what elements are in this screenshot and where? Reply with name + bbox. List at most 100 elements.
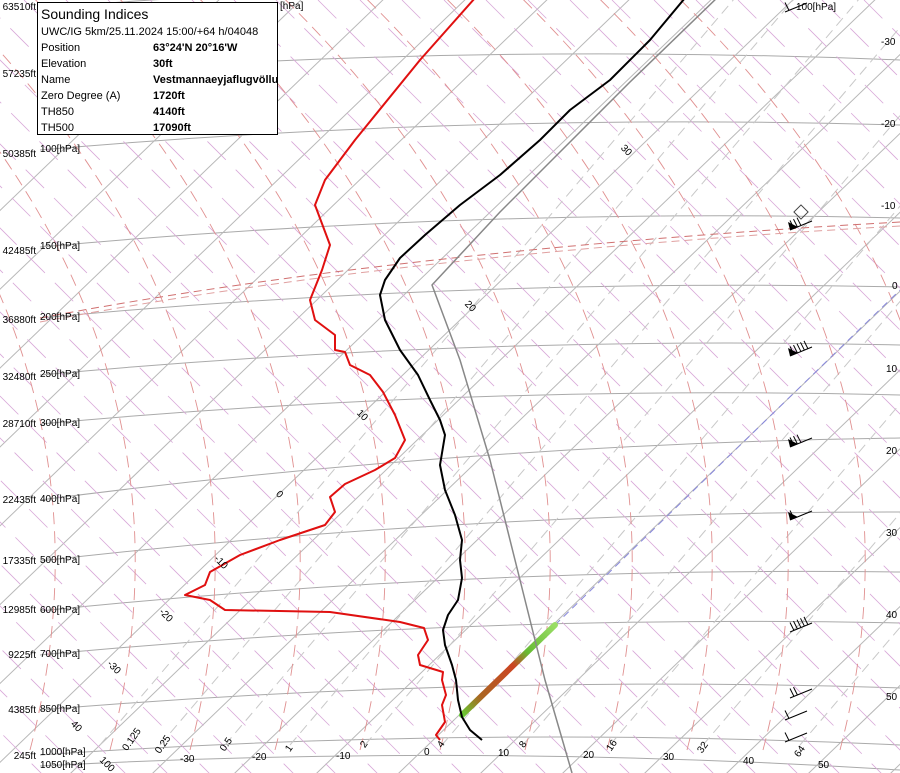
pressure-label: 1000[hPa] <box>40 747 86 758</box>
isotherm-line <box>808 684 900 773</box>
wind-barb-tick-icon <box>784 732 790 741</box>
dry-adiabat-line <box>0 227 546 773</box>
isotherm-label: 0 <box>892 281 898 292</box>
wind-barb-tick-icon <box>789 688 795 697</box>
pressure-label: 100[hPa] <box>40 144 81 155</box>
moist-adiabat-line <box>599 0 866 751</box>
altitude-label: 36880ft <box>2 315 36 326</box>
dry-adiabat-line <box>401 0 900 499</box>
info-key: Position <box>41 42 81 54</box>
isotherm-line <box>562 448 900 773</box>
isotherm-line <box>234 132 900 773</box>
dry-adiabat-line <box>275 0 900 625</box>
isobar-line <box>39 437 900 501</box>
altitude-label: 57235ft <box>2 69 36 80</box>
dry-adiabat-line <box>779 0 900 121</box>
dry-adiabat-line <box>653 0 900 247</box>
pressure-label: 600[hPa] <box>40 605 81 616</box>
info-key: Elevation <box>41 58 87 70</box>
temperature-curve <box>184 0 475 741</box>
isotherm-label: 30 <box>663 752 675 763</box>
altitude-label: 22435ft <box>2 495 36 506</box>
wind-barb-tick-icon <box>789 346 795 355</box>
dry-adiabat-line <box>863 0 900 37</box>
isotherm-label: 40 <box>743 756 755 767</box>
wind-barb-tick-icon <box>789 510 795 519</box>
info-row-elevation: Elevation 30ft <box>38 56 277 72</box>
wind-barb-tick-icon <box>793 218 798 228</box>
isotherm-label: 20 <box>583 750 595 761</box>
isobar-line <box>39 284 900 319</box>
isotherm-line <box>152 53 900 773</box>
dry-adiabat-line <box>0 353 420 773</box>
tropopause-line <box>39 225 900 323</box>
isotherm-label: -30 <box>180 754 195 765</box>
mixing-ratio-line <box>159 0 794 746</box>
isotherm-label: 30 <box>886 528 898 539</box>
isotherm-label: -30 <box>881 37 896 48</box>
moist-adiabat-line <box>446 0 713 751</box>
moist-adiabat-line <box>0 294 56 751</box>
mixing-ratio-line <box>224 0 859 746</box>
info-row-position: Position 63°24'N 20°16'W <box>38 40 277 56</box>
station-marker-icon <box>793 204 809 220</box>
model-run-text: UWC/IG 5km/25.11.2024 15:00/+64 h/04048 <box>41 26 259 38</box>
dry-adiabat-line <box>0 647 126 773</box>
dry-adiabat-line <box>485 0 900 415</box>
pressure-label: 700[hPa] <box>40 649 81 660</box>
isobar-line <box>39 511 900 562</box>
isotherm-label: -10 <box>881 201 896 212</box>
info-row-name: Name Vestmannaeyjaflugvöllur <box>38 72 277 88</box>
dry-adiabat-line <box>0 101 672 773</box>
wind-barb-tick-icon <box>800 342 805 351</box>
altitude-label: 50385ft <box>2 149 36 160</box>
wind-barb-tick-icon <box>793 686 798 696</box>
altitude-label: 17335ft <box>2 556 36 567</box>
altitude-label: 245ft <box>13 751 36 762</box>
wind-barb-tick-icon <box>800 618 805 627</box>
isotherm-line <box>70 0 876 773</box>
wind-barb-tick-icon <box>796 343 802 352</box>
info-key: TH850 <box>41 106 75 118</box>
dry-adiabat-line <box>527 0 900 373</box>
dry-adiabat-line <box>737 0 900 163</box>
moist-adiabat-line <box>679 0 900 322</box>
pressure-label: 200[hPa] <box>40 312 81 323</box>
hidden-pressure-label: [hPa] <box>280 1 304 12</box>
dry-adiabat-line <box>0 269 504 773</box>
wind-barb-tick-icon <box>796 217 802 226</box>
isobar-line <box>39 620 900 656</box>
info-value: 17090ft <box>153 122 191 134</box>
isotherm-line <box>890 763 900 773</box>
isotherm-label: 40 <box>886 610 898 621</box>
wind-barb-icon <box>784 710 808 721</box>
dry-adiabat-line <box>191 0 900 709</box>
pressure-label: 250[hPa] <box>40 369 81 380</box>
dry-adiabat-line <box>149 0 900 751</box>
wind-barb-tick-icon <box>789 437 795 446</box>
info-value: 1720ft <box>153 90 185 102</box>
isotherm-label: -20 <box>252 752 267 763</box>
wind-top-pressure-label: 100[hPa] <box>796 2 837 13</box>
wind-barb-icon <box>789 688 813 699</box>
dry-adiabat-line <box>0 59 714 773</box>
altitude-label: 9225ft <box>8 650 36 661</box>
isotherm-label: 10 <box>886 364 898 375</box>
isotherm-label: 20 <box>886 446 898 457</box>
moist-adiabat-line <box>0 50 216 751</box>
dry-adiabat-line <box>0 395 378 773</box>
isotherm-line <box>0 0 794 764</box>
dry-adiabat-line <box>0 311 462 773</box>
dry-adiabat-line <box>695 0 900 205</box>
isobar-line <box>39 392 900 425</box>
tropopause-line <box>39 221 900 319</box>
isotherm-line <box>0 0 384 369</box>
virtual-temperature-curve <box>379 0 685 741</box>
moist-adiabat-line <box>522 0 789 751</box>
mixing-ratio-line <box>702 512 900 746</box>
pressure-label: 1050[hPa] <box>40 760 86 771</box>
pressure-label: 300[hPa] <box>40 418 81 429</box>
info-key: TH500 <box>41 122 75 134</box>
dry-adiabat-line <box>0 479 294 773</box>
